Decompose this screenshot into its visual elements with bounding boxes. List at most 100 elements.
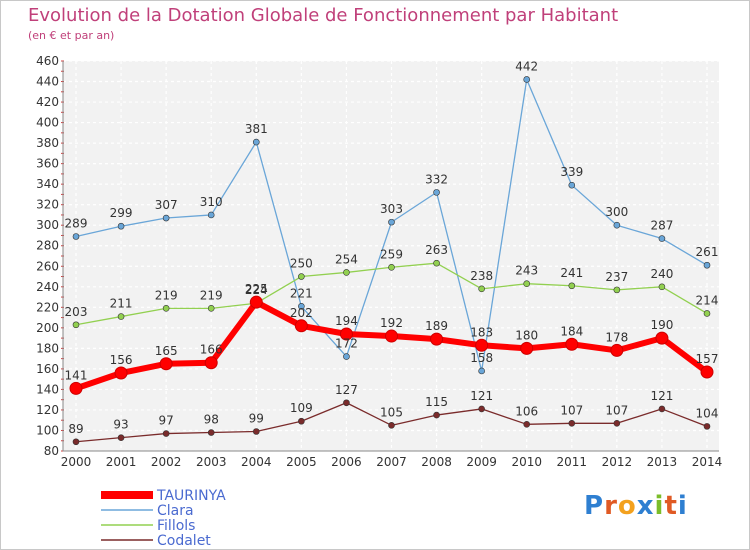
data-label-clara: 339 (560, 165, 583, 179)
data-point-clara (433, 189, 440, 196)
data-point-fillols (568, 282, 576, 290)
y-tick-label: 340 (36, 177, 59, 191)
data-point-clara (703, 261, 711, 269)
y-tick-label: 180 (36, 341, 59, 355)
data-label-taurinya: 202 (290, 306, 313, 320)
data-label-fillols: 259 (380, 247, 403, 261)
data-label-taurinya: 225 (245, 282, 268, 296)
data-label-clara: 289 (65, 217, 88, 231)
data-point-taurinya (520, 341, 534, 355)
data-label-fillols: 211 (110, 297, 133, 311)
data-point-taurinya (249, 295, 263, 309)
data-label-taurinya: 190 (650, 318, 673, 332)
data-point-clara (658, 235, 666, 242)
data-label-clara: 300 (605, 205, 628, 219)
data-point-clara (207, 211, 215, 219)
data-point-taurinya (69, 381, 83, 395)
y-tick-label: 300 (36, 218, 59, 232)
logo-letter: t (664, 491, 678, 521)
x-tick-label: 2014 (692, 455, 723, 469)
data-label-clara: 442 (515, 59, 538, 73)
data-point-clara (117, 222, 125, 230)
x-tick-label: 2011 (557, 455, 588, 469)
data-label-clara: 332 (425, 172, 448, 186)
y-tick-label: 160 (36, 362, 59, 376)
data-point-codalet (433, 411, 440, 419)
proxiti-logo: Proxiti (584, 491, 688, 521)
data-point-codalet (478, 405, 485, 413)
legend-label-codalet: Codalet (157, 533, 211, 549)
data-point-codalet (658, 405, 666, 413)
x-tick-label: 2005 (286, 455, 317, 469)
data-label-taurinya: 183 (470, 325, 493, 339)
x-tick-label: 2008 (421, 455, 452, 469)
y-tick-label: 440 (36, 75, 59, 89)
data-label-clara: 221 (290, 286, 313, 300)
data-label-fillols: 238 (470, 269, 493, 283)
data-label-fillols: 219 (200, 288, 223, 302)
data-point-taurinya (204, 356, 218, 370)
data-point-codalet (252, 428, 260, 435)
data-point-codalet (523, 421, 531, 428)
data-point-fillols (478, 285, 485, 293)
data-point-fillols (703, 310, 711, 317)
data-label-codalet: 107 (560, 403, 583, 417)
data-point-codalet (343, 399, 350, 407)
data-label-taurinya: 180 (515, 328, 538, 342)
data-label-codalet: 127 (335, 383, 358, 397)
x-tick-label: 2007 (376, 455, 407, 469)
logo-letter: i (677, 491, 688, 521)
data-label-clara: 310 (200, 195, 223, 209)
legend-label-fillols: Fillols (157, 518, 195, 534)
data-point-fillols (207, 305, 215, 312)
data-point-codalet (568, 419, 576, 427)
data-label-fillols: 214 (696, 293, 719, 307)
y-tick-label: 100 (36, 423, 59, 437)
x-tick-label: 2002 (151, 455, 182, 469)
y-tick-label: 120 (36, 403, 59, 417)
data-label-clara: 287 (650, 219, 673, 233)
data-point-fillols (298, 273, 305, 280)
data-point-fillols (162, 305, 170, 312)
data-label-codalet: 98 (204, 413, 219, 427)
chart-subtitle: (en € et par an) (28, 29, 115, 42)
logo-letter: x (636, 491, 655, 521)
data-point-taurinya (655, 331, 669, 345)
data-label-taurinya: 192 (380, 316, 403, 330)
data-point-clara (298, 302, 305, 310)
data-label-taurinya: 189 (425, 319, 448, 333)
data-label-codalet: 105 (380, 405, 403, 419)
data-label-taurinya: 165 (155, 344, 178, 358)
data-point-codalet (388, 422, 395, 429)
data-point-fillols (117, 313, 125, 320)
data-point-clara (343, 353, 350, 360)
chart-title: Evolution de la Dotation Globale de Fonc… (28, 5, 619, 26)
data-label-fillols: 203 (65, 305, 88, 319)
data-label-taurinya: 178 (605, 330, 628, 344)
data-label-fillols: 237 (605, 270, 628, 284)
y-tick-label: 360 (36, 157, 59, 171)
legend-label-taurinya: TAURINYA (156, 488, 226, 504)
x-tick-label: 2001 (106, 455, 137, 469)
data-label-taurinya: 156 (110, 353, 133, 367)
data-point-codalet (117, 434, 125, 441)
data-point-clara (162, 214, 170, 222)
data-label-fillols: 224 (245, 283, 268, 297)
data-label-codalet: 89 (68, 422, 83, 436)
y-tick-label: 200 (36, 321, 59, 335)
data-label-codalet: 109 (290, 401, 313, 415)
data-point-codalet (207, 429, 215, 436)
data-label-codalet: 106 (515, 404, 538, 418)
data-point-fillols (72, 321, 80, 329)
data-label-clara: 303 (380, 202, 403, 216)
data-label-codalet: 97 (159, 414, 174, 428)
x-tick-label: 2009 (466, 455, 497, 469)
data-point-clara (252, 138, 260, 146)
data-point-taurinya (430, 332, 444, 346)
data-point-taurinya (294, 319, 308, 333)
data-point-codalet (613, 419, 621, 427)
data-label-clara: 172 (335, 337, 358, 351)
data-point-taurinya (475, 338, 489, 352)
data-point-clara (72, 233, 80, 240)
